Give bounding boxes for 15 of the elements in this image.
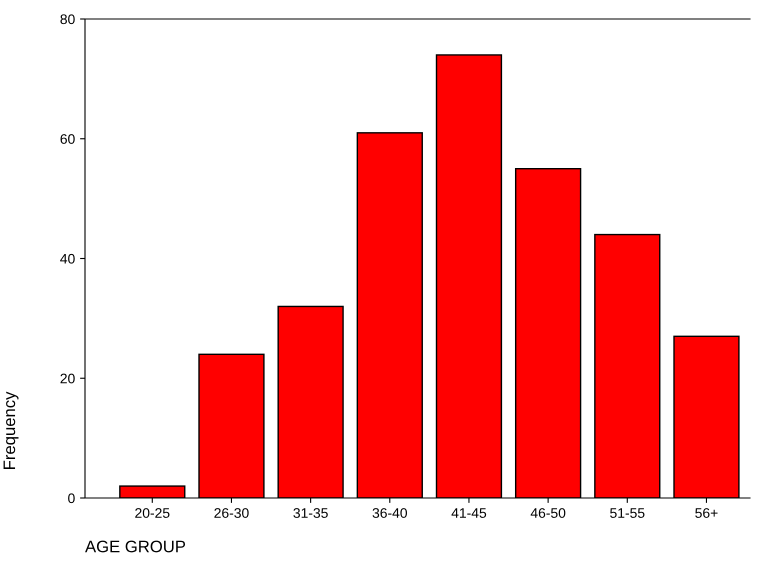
x-tick-label: 20-25 — [135, 508, 170, 518]
x-tick-label: 46-50 — [530, 508, 566, 518]
y-tick-label: 60 — [60, 134, 75, 144]
x-tick-label: 56+ — [695, 508, 718, 518]
y-tick-label: 80 — [60, 14, 75, 24]
x-axis-title: AGE GROUP — [85, 540, 186, 552]
y-axis-title: Frequency — [4, 392, 18, 469]
x-tick-label: 36-40 — [372, 508, 408, 518]
y-tick-label: 40 — [60, 254, 75, 264]
y-tick-label: 0 — [68, 493, 75, 504]
x-tick-label: 26-30 — [214, 508, 249, 518]
x-tick-label: 41-45 — [452, 508, 486, 518]
x-tick-label: 51-55 — [610, 508, 644, 518]
x-tick-label: 31-35 — [293, 508, 328, 518]
y-tick-label: 20 — [60, 374, 75, 384]
